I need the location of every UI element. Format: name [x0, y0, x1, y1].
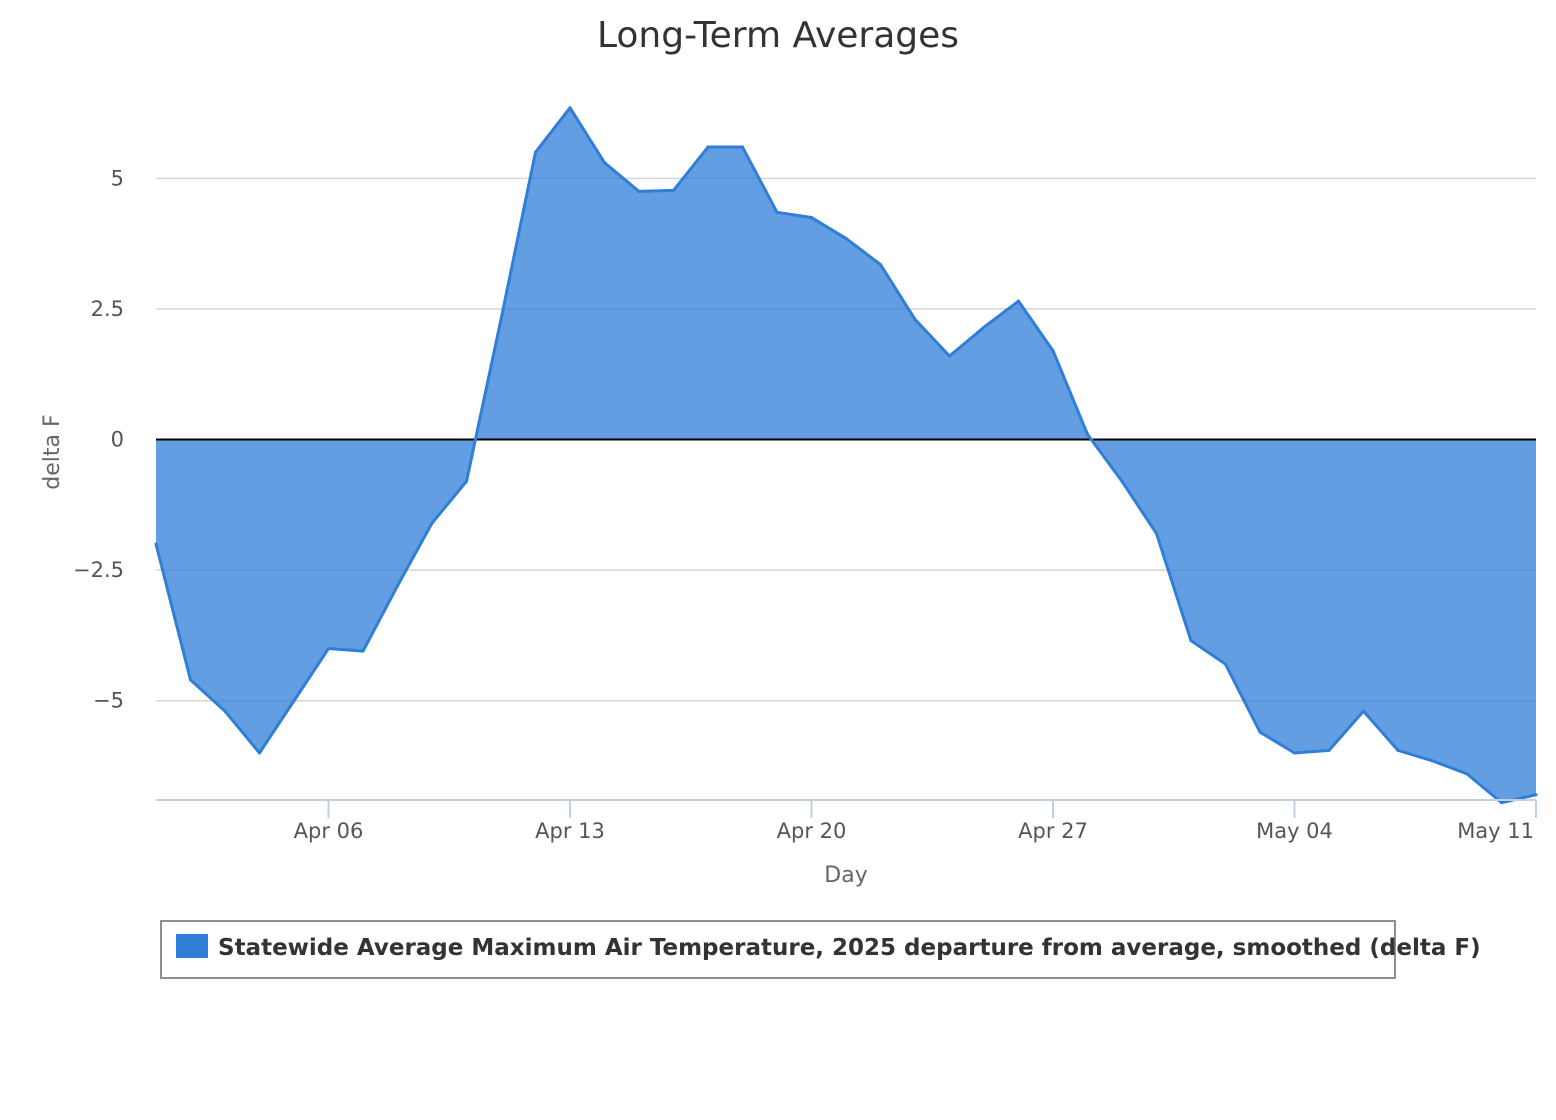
- data-point: [1293, 751, 1296, 755]
- data-point: [1362, 709, 1365, 713]
- data-point: [1465, 772, 1469, 776]
- data-point: [327, 647, 330, 651]
- data-point: [154, 542, 158, 546]
- chart-title: Long-Term Averages: [597, 15, 959, 56]
- data-point: [465, 479, 468, 483]
- x-tick-label: May 04: [1256, 819, 1333, 843]
- data-point: [913, 317, 917, 321]
- data-point: [396, 584, 399, 588]
- data-point: [603, 161, 606, 165]
- data-point: [1189, 639, 1193, 643]
- data-point: [1500, 801, 1503, 805]
- y-tick-label: 5: [111, 166, 124, 190]
- data-point: [189, 678, 192, 682]
- data-point: [1534, 793, 1538, 797]
- x-tick-label: Apr 06: [294, 819, 364, 843]
- y-tick-label: −5: [93, 689, 124, 713]
- data-point: [879, 263, 882, 267]
- x-tick-labels: Apr 06 Apr 13 Apr 20 Apr 27 May 04 May 11: [294, 819, 1534, 843]
- data-point: [1155, 532, 1158, 536]
- legend[interactable]: Statewide Average Maximum Air Temperatur…: [160, 920, 1481, 979]
- data-point: [637, 189, 641, 193]
- data-point: [1431, 759, 1434, 763]
- data-point: [844, 236, 848, 240]
- data-point: [361, 649, 365, 653]
- y-tick-label: −2.5: [73, 558, 124, 582]
- data-point: [672, 188, 675, 192]
- data-point: [223, 709, 227, 713]
- x-tick-label: Apr 13: [535, 819, 605, 843]
- data-point: [534, 150, 537, 154]
- x-axis-title: Day: [824, 863, 867, 888]
- data-point: [948, 354, 951, 358]
- data-point: [430, 521, 434, 525]
- data-point: [1396, 748, 1400, 752]
- x-tick-label: May 11: [1457, 819, 1534, 843]
- x-tick-marks: [327, 800, 1537, 818]
- data-point: [1086, 432, 1089, 436]
- legend-item-label[interactable]: Statewide Average Maximum Air Temperatur…: [218, 935, 1481, 961]
- y-tick-labels: 5 2.5 0 −2.5 −5: [73, 166, 124, 712]
- series-points: [154, 106, 1538, 805]
- y-tick-label: 2.5: [91, 297, 124, 321]
- data-point: [292, 699, 296, 703]
- data-point: [1051, 349, 1055, 353]
- legend-swatch: [176, 934, 208, 958]
- data-point: [568, 106, 572, 110]
- data-point: [775, 210, 779, 214]
- data-point: [706, 145, 710, 149]
- legend-box: [160, 920, 1396, 979]
- data-point: [1327, 748, 1331, 752]
- y-tick-label: 0: [111, 428, 124, 452]
- x-tick-label: Apr 27: [1018, 819, 1088, 843]
- data-point: [1258, 730, 1262, 734]
- y-axis-title: delta F: [40, 414, 65, 489]
- series-area: [156, 107, 1536, 803]
- data-point: [1017, 299, 1020, 303]
- data-point: [1224, 662, 1227, 666]
- data-point: [982, 325, 986, 329]
- data-point: [810, 216, 813, 220]
- data-point: [741, 145, 744, 149]
- data-point: [1120, 479, 1124, 483]
- x-tick-label: Apr 20: [777, 819, 847, 843]
- data-point: [499, 317, 503, 321]
- data-point: [258, 751, 261, 755]
